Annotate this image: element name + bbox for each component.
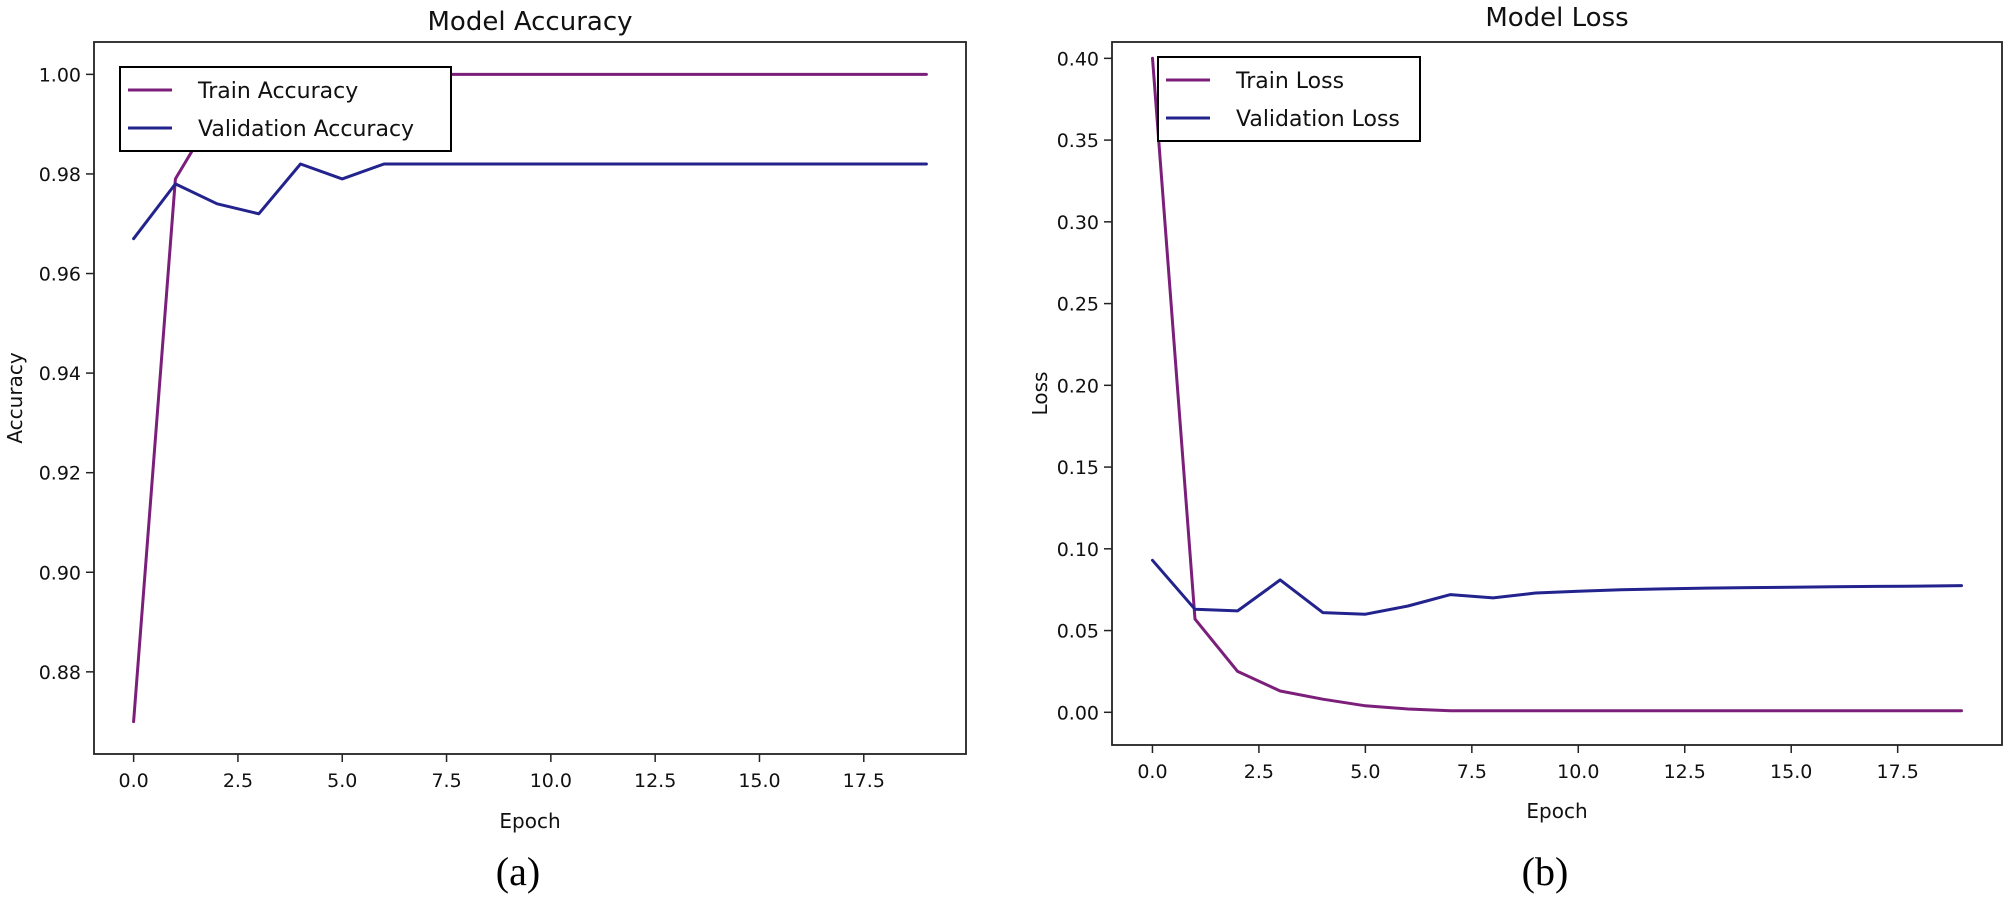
y-tick-label: 0.40 <box>1057 48 1099 70</box>
x-tick-label: 10.0 <box>1557 761 1599 783</box>
chart-panel-2: Model Loss 0.00 0.05 0.10 0.15 0.20 0.25 0.30 0.… <box>1028 3 2003 894</box>
panel-caption: (a) <box>496 849 540 894</box>
legend-label: Validation Accuracy <box>198 117 414 142</box>
x-tick-label: 2.5 <box>223 770 253 792</box>
y-tick-label: 1.00 <box>39 64 81 86</box>
y-tick-label: 0.15 <box>1057 457 1099 479</box>
y-tick-label: 0.90 <box>39 562 81 584</box>
series-line-train-loss <box>1151 56 1963 713</box>
y-tick-label: 0.30 <box>1057 212 1099 234</box>
y-tick-label: 0.88 <box>39 662 81 684</box>
x-tick-label: 15.0 <box>1770 761 1812 783</box>
y-tick-label: 0.92 <box>39 463 81 485</box>
y-tick-label: 0.35 <box>1057 130 1099 152</box>
legend-label: Train Accuracy <box>197 79 358 104</box>
x-tick-label: 7.5 <box>1457 761 1487 783</box>
y-tick-label: 0.20 <box>1057 375 1099 397</box>
x-tick-label: 5.0 <box>327 770 357 792</box>
x-tick-label: 17.5 <box>843 770 885 792</box>
legend-box <box>1157 56 1421 142</box>
panel-caption: (b) <box>1522 849 1569 894</box>
x-tick-label: 2.5 <box>1244 761 1274 783</box>
series-line-validation-loss <box>1151 558 1963 616</box>
x-tick-label: 10.0 <box>530 770 572 792</box>
y-axis-title: Accuracy <box>3 352 27 443</box>
legend: Train Loss Validation Loss <box>1157 56 1421 142</box>
y-tick-label: 0.98 <box>39 164 81 186</box>
y-tick-label: 0.25 <box>1057 294 1099 316</box>
plot-frame <box>1111 41 2003 746</box>
legend-box <box>119 66 452 152</box>
legend-label: Train Loss <box>1235 69 1344 94</box>
legend: Train Accuracy Validation Accuracy <box>119 66 452 152</box>
y-tick-label: 0.05 <box>1057 621 1099 643</box>
x-tick-label: 7.5 <box>431 770 461 792</box>
x-tick-label: 0.0 <box>1137 761 1167 783</box>
x-tick-label: 15.0 <box>738 770 780 792</box>
x-tick-label: 0.0 <box>119 770 149 792</box>
x-tick-label: 12.5 <box>1664 761 1706 783</box>
y-axis-title: Loss <box>1028 372 1052 416</box>
y-tick-label: 0.00 <box>1057 702 1099 724</box>
y-tick-label: 0.96 <box>39 264 81 286</box>
legend-label: Validation Loss <box>1236 107 1400 132</box>
series-line-validation-accuracy <box>132 162 928 241</box>
y-tick-label: 0.94 <box>39 363 81 385</box>
x-axis-title: Epoch <box>1526 799 1587 823</box>
series-line-train-accuracy <box>132 72 928 724</box>
chart-title: Model Accuracy <box>427 7 632 37</box>
x-axis-title: Epoch <box>499 809 560 833</box>
x-tick-label: 17.5 <box>1877 761 1919 783</box>
plot-frame <box>93 41 967 755</box>
y-tick-label: 0.10 <box>1057 539 1099 561</box>
chart-title: Model Loss <box>1485 3 1628 33</box>
chart-panel-1: Model Accuracy 0.88 0.90 0.92 0.94 0.96 0.98 1.… <box>3 7 967 894</box>
x-tick-label: 5.0 <box>1350 761 1380 783</box>
x-tick-label: 12.5 <box>634 770 676 792</box>
